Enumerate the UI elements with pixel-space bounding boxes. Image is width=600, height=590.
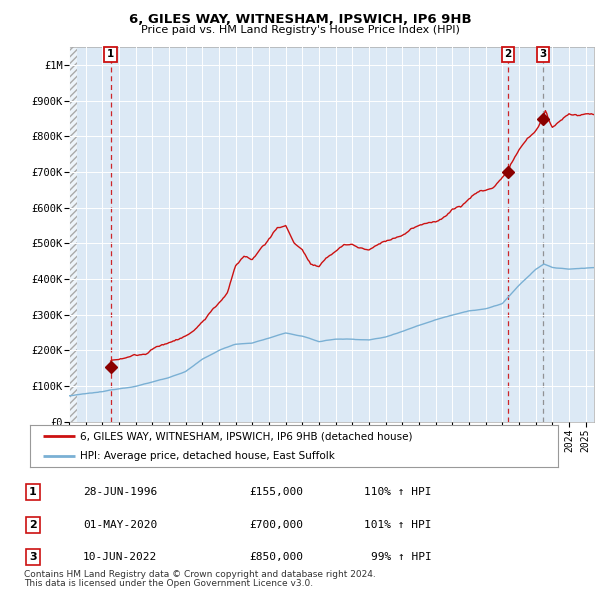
Text: 3: 3 <box>539 50 547 60</box>
Text: 1: 1 <box>29 487 37 497</box>
Text: 28-JUN-1996: 28-JUN-1996 <box>83 487 157 497</box>
Text: 2: 2 <box>504 50 511 60</box>
Text: £850,000: £850,000 <box>249 552 303 562</box>
Text: 6, GILES WAY, WITNESHAM, IPSWICH, IP6 9HB (detached house): 6, GILES WAY, WITNESHAM, IPSWICH, IP6 9H… <box>80 431 413 441</box>
Text: This data is licensed under the Open Government Licence v3.0.: This data is licensed under the Open Gov… <box>24 579 313 588</box>
Bar <box>69 47 77 422</box>
Text: 110% ↑ HPI: 110% ↑ HPI <box>365 487 432 497</box>
Text: 01-MAY-2020: 01-MAY-2020 <box>83 520 157 530</box>
Text: 2: 2 <box>29 520 37 530</box>
Text: Contains HM Land Registry data © Crown copyright and database right 2024.: Contains HM Land Registry data © Crown c… <box>24 571 376 579</box>
Text: £155,000: £155,000 <box>249 487 303 497</box>
Text: 99% ↑ HPI: 99% ↑ HPI <box>371 552 432 562</box>
Text: 3: 3 <box>29 552 37 562</box>
Text: 101% ↑ HPI: 101% ↑ HPI <box>365 520 432 530</box>
Text: 10-JUN-2022: 10-JUN-2022 <box>83 552 157 562</box>
Text: £700,000: £700,000 <box>249 520 303 530</box>
Text: Price paid vs. HM Land Registry's House Price Index (HPI): Price paid vs. HM Land Registry's House … <box>140 25 460 35</box>
Text: 6, GILES WAY, WITNESHAM, IPSWICH, IP6 9HB: 6, GILES WAY, WITNESHAM, IPSWICH, IP6 9H… <box>128 13 472 26</box>
Text: HPI: Average price, detached house, East Suffolk: HPI: Average price, detached house, East… <box>80 451 335 461</box>
Text: 1: 1 <box>107 50 114 60</box>
